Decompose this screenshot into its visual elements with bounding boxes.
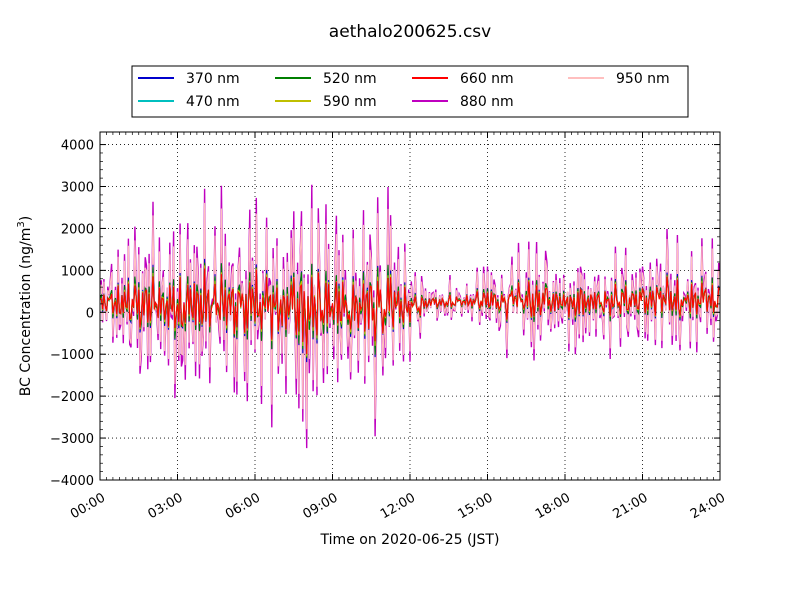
y-tick-label: −1000 — [50, 348, 94, 363]
y-axis-label: BC Concentration (ng/m3) — [16, 216, 34, 397]
legend-label: 470 nm — [186, 94, 240, 110]
legend-label: 950 nm — [616, 71, 670, 87]
series-lines — [100, 184, 720, 449]
y-tick-label: −3000 — [50, 432, 94, 447]
chart-title: aethalo200625.csv — [329, 22, 491, 42]
legend-label: 370 nm — [186, 71, 240, 87]
legend-label: 520 nm — [323, 71, 377, 87]
y-tick-label: 0 — [86, 306, 94, 321]
x-axis-label: Time on 2020-06-25 (JST) — [320, 532, 500, 548]
y-tick-label: 1000 — [61, 264, 94, 279]
series-line-660-nm — [100, 268, 720, 355]
y-tick-label: −2000 — [50, 390, 94, 405]
legend-label: 880 nm — [460, 94, 514, 110]
legend-label: 590 nm — [323, 94, 377, 110]
y-tick-label: 4000 — [61, 139, 94, 154]
y-tick-label: 2000 — [61, 222, 94, 237]
y-tick-label: 3000 — [61, 181, 94, 196]
y-tick-label: −4000 — [50, 474, 94, 489]
chart-legend: 370 nm 470 nm 520 nm 590 nm 660 nm 880 nm 950 … — [131, 65, 689, 118]
legend-label: 660 nm — [460, 71, 514, 87]
